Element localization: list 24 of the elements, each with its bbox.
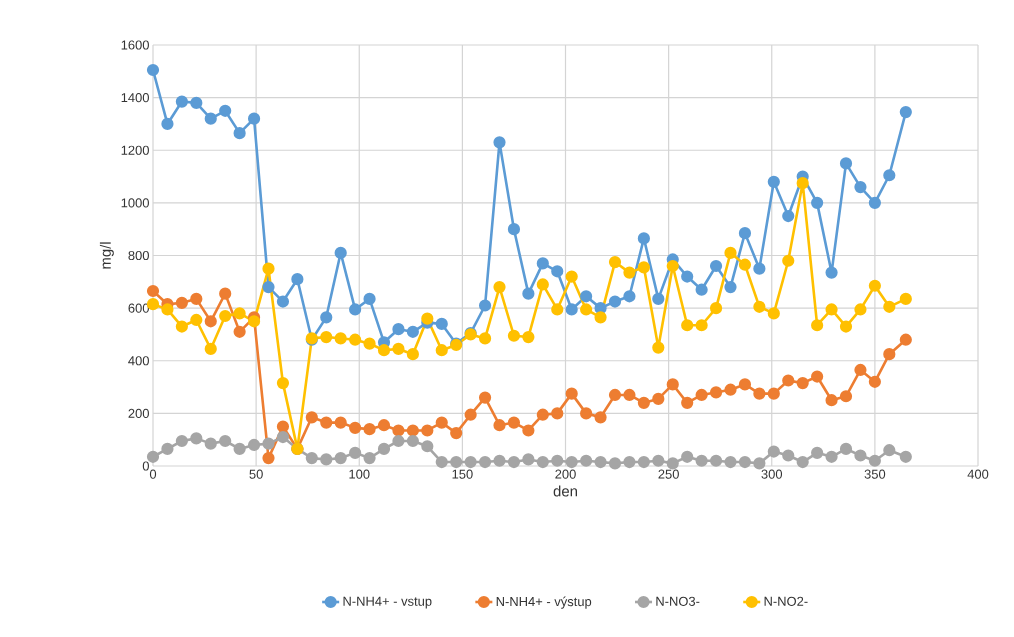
- y-tick-label: 200: [128, 408, 149, 418]
- legend-label: N-NH4+ - vstup: [343, 596, 432, 609]
- y-tick-label: 0: [142, 461, 149, 471]
- y-tick-label: 800: [128, 250, 149, 261]
- x-tick-label: 250: [658, 469, 679, 479]
- x-tick-label: 50: [249, 469, 263, 479]
- x-tick-label: 0: [149, 469, 157, 479]
- x-tick-label: 150: [452, 469, 473, 479]
- y-tick-label: 1600: [121, 40, 149, 50]
- y-tick-label: 1200: [121, 145, 149, 155]
- y-tick-label: 400: [128, 356, 149, 366]
- x-tick-label: 100: [349, 469, 370, 479]
- legend-label: N-NO2-: [764, 596, 808, 606]
- legend-label: N-NH4+ - výstup: [496, 596, 592, 609]
- legend-label: N-NO3-: [656, 596, 700, 606]
- x-axis-title: den: [553, 485, 577, 497]
- y-tick-label: 600: [128, 303, 149, 313]
- x-tick-label: 300: [761, 469, 783, 479]
- x-tick-label: 350: [864, 469, 886, 479]
- x-tick-label: 400: [967, 469, 989, 479]
- y-tick-label: 1400: [121, 93, 149, 103]
- x-tick-label: 200: [555, 469, 576, 479]
- y-tick-label: 1000: [121, 198, 149, 208]
- y-axis-title: mg/l: [99, 242, 114, 269]
